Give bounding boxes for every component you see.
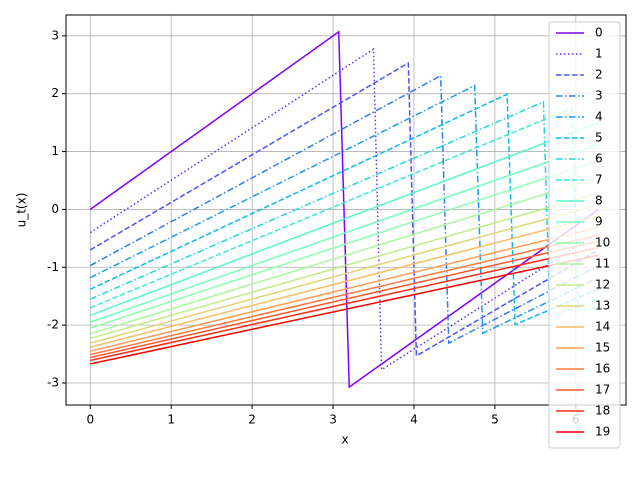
legend-label: 16	[595, 362, 610, 376]
series-line	[89, 84, 599, 335]
y-tick-label: 3	[51, 28, 59, 42]
legend-label: 4	[595, 110, 603, 124]
legend-label: 12	[595, 278, 610, 292]
x-tick-label: 4	[410, 413, 418, 427]
y-tick-label: -1	[47, 260, 59, 274]
series-line	[90, 176, 599, 335]
y-tick-label: -3	[47, 376, 59, 390]
series-line	[90, 160, 599, 329]
x-axis-label: x	[341, 433, 348, 447]
series-line	[90, 240, 599, 359]
legend-label: 18	[595, 404, 610, 418]
series-line	[90, 143, 599, 323]
series-line	[89, 107, 599, 312]
series-line	[89, 100, 599, 319]
series-line	[89, 74, 599, 345]
legend-label: 1	[595, 47, 603, 61]
legend-label: 11	[595, 257, 610, 271]
legend-box	[548, 21, 621, 449]
legend-label: 7	[595, 173, 603, 187]
series-line	[90, 234, 599, 356]
series-line	[90, 215, 599, 348]
legend-label: 17	[595, 383, 610, 397]
series-line	[90, 226, 599, 352]
legend-label: 5	[595, 131, 603, 145]
legend-label: 15	[595, 341, 610, 355]
series-line	[89, 30, 599, 389]
legend-label: 2	[595, 68, 603, 82]
legend-label: 13	[595, 299, 610, 313]
legend-label: 19	[595, 425, 610, 439]
y-tick-label: 2	[51, 86, 59, 100]
y-tick-label: -2	[47, 318, 59, 332]
legend-label: 3	[595, 89, 603, 103]
series-line	[90, 192, 599, 340]
y-axis-label: u_t(x)	[15, 193, 29, 228]
x-tick-label: 2	[248, 413, 256, 427]
x-tick-label: 3	[329, 413, 337, 427]
legend-label: 6	[595, 152, 603, 166]
legend-label: 9	[595, 215, 603, 229]
series-line	[90, 121, 599, 317]
series-line	[90, 246, 599, 362]
legend-label: 8	[595, 194, 603, 208]
y-tick-label: 0	[51, 202, 59, 216]
legend-label: 14	[595, 320, 610, 334]
legend-label: 10	[595, 236, 610, 250]
y-tick-label: 1	[51, 144, 59, 158]
x-tick-label: 5	[491, 413, 499, 427]
x-tick-label: 1	[167, 413, 175, 427]
x-tick-label: 0	[86, 413, 94, 427]
series-line	[89, 47, 599, 372]
legend-label: 0	[595, 26, 603, 40]
series-line	[90, 204, 599, 344]
series-line	[90, 254, 599, 365]
plot-frame	[65, 14, 627, 406]
